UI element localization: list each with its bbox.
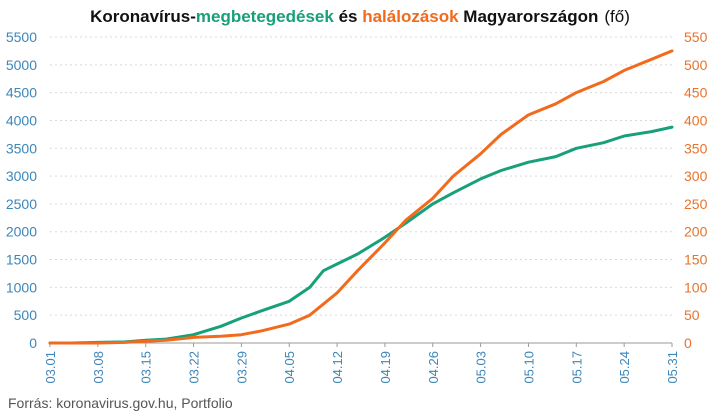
y-left-tick-label: 2000: [6, 224, 37, 240]
title-part-5: Magyarországon: [459, 7, 599, 26]
y-right-tick-label: 500: [684, 57, 708, 73]
y-right-tick-label: 300: [684, 168, 708, 184]
title-part-cases: megbetegedések: [196, 7, 334, 26]
cases-line: [48, 125, 674, 345]
y-right-tick-label: 450: [684, 85, 708, 101]
x-tick-label: 04.05: [282, 351, 297, 384]
deaths-line: [48, 49, 674, 345]
y-left-tick-label: 3000: [6, 168, 37, 184]
title-part-3: és: [334, 7, 362, 26]
y-right-tick-label: 350: [684, 140, 708, 156]
title-part-deaths: halálozások: [362, 7, 459, 26]
y-left-tick-label: 4500: [6, 85, 37, 101]
y-left-tick-label: 0: [29, 335, 37, 351]
y-right-tick-label: 400: [684, 112, 708, 128]
y-right-tick-label: 0: [684, 335, 692, 351]
right-axis: 0 50 100 150 200 250 300 350 400 450 500 550: [684, 29, 708, 351]
left-axis: 0 500 1000 1500 2000 2500 3000 3500 4000 4500 5000…: [6, 29, 37, 351]
x-tick-label: 03.15: [139, 351, 154, 384]
y-left-tick-label: 2500: [6, 196, 37, 212]
y-left-tick-label: 500: [14, 307, 38, 323]
x-tick-label: 03.22: [187, 351, 202, 384]
x-tick-label: 05.03: [474, 351, 489, 384]
y-left-tick-label: 1500: [6, 252, 37, 268]
x-tick-label: 05.24: [617, 351, 632, 384]
y-left-tick-label: 4000: [6, 112, 37, 128]
x-tick-label: 05.10: [521, 351, 536, 384]
title-unit: (fő): [604, 7, 630, 26]
x-tick-label: 03.29: [234, 351, 249, 384]
y-right-tick-label: 250: [684, 196, 708, 212]
x-tick-label: 05.17: [569, 351, 584, 384]
x-tick-label: 04.12: [330, 351, 345, 384]
y-left-tick-label: 5000: [6, 57, 37, 73]
x-tick-label: 04.19: [378, 351, 393, 384]
chart-title: Koronavírus-megbetegedések és halálozáso…: [90, 7, 630, 26]
x-tick-label: 03.01: [43, 351, 58, 384]
y-left-tick-label: 3500: [6, 140, 37, 156]
x-tick-label: 05.31: [665, 351, 680, 384]
x-tick-label: 03.08: [91, 351, 106, 384]
x-tick-label: 04.26: [426, 351, 441, 384]
title-part-1: Koronavírus-: [90, 7, 196, 26]
y-right-tick-label: 200: [684, 224, 708, 240]
series-layer: [48, 49, 674, 345]
source-note: Forrás: koronavirus.gov.hu, Portfolio: [8, 395, 233, 411]
grid-layer: [50, 36, 672, 316]
y-right-tick-label: 550: [684, 29, 708, 45]
x-axis: 03.01 03.08 03.15 03.22 03.29 04.05 04.12 04.19…: [43, 342, 680, 384]
y-right-tick-label: 100: [684, 279, 708, 295]
y-right-tick-label: 50: [684, 307, 700, 323]
y-left-tick-label: 5500: [6, 29, 37, 45]
y-left-tick-label: 1000: [6, 279, 37, 295]
y-right-tick-label: 150: [684, 252, 708, 268]
